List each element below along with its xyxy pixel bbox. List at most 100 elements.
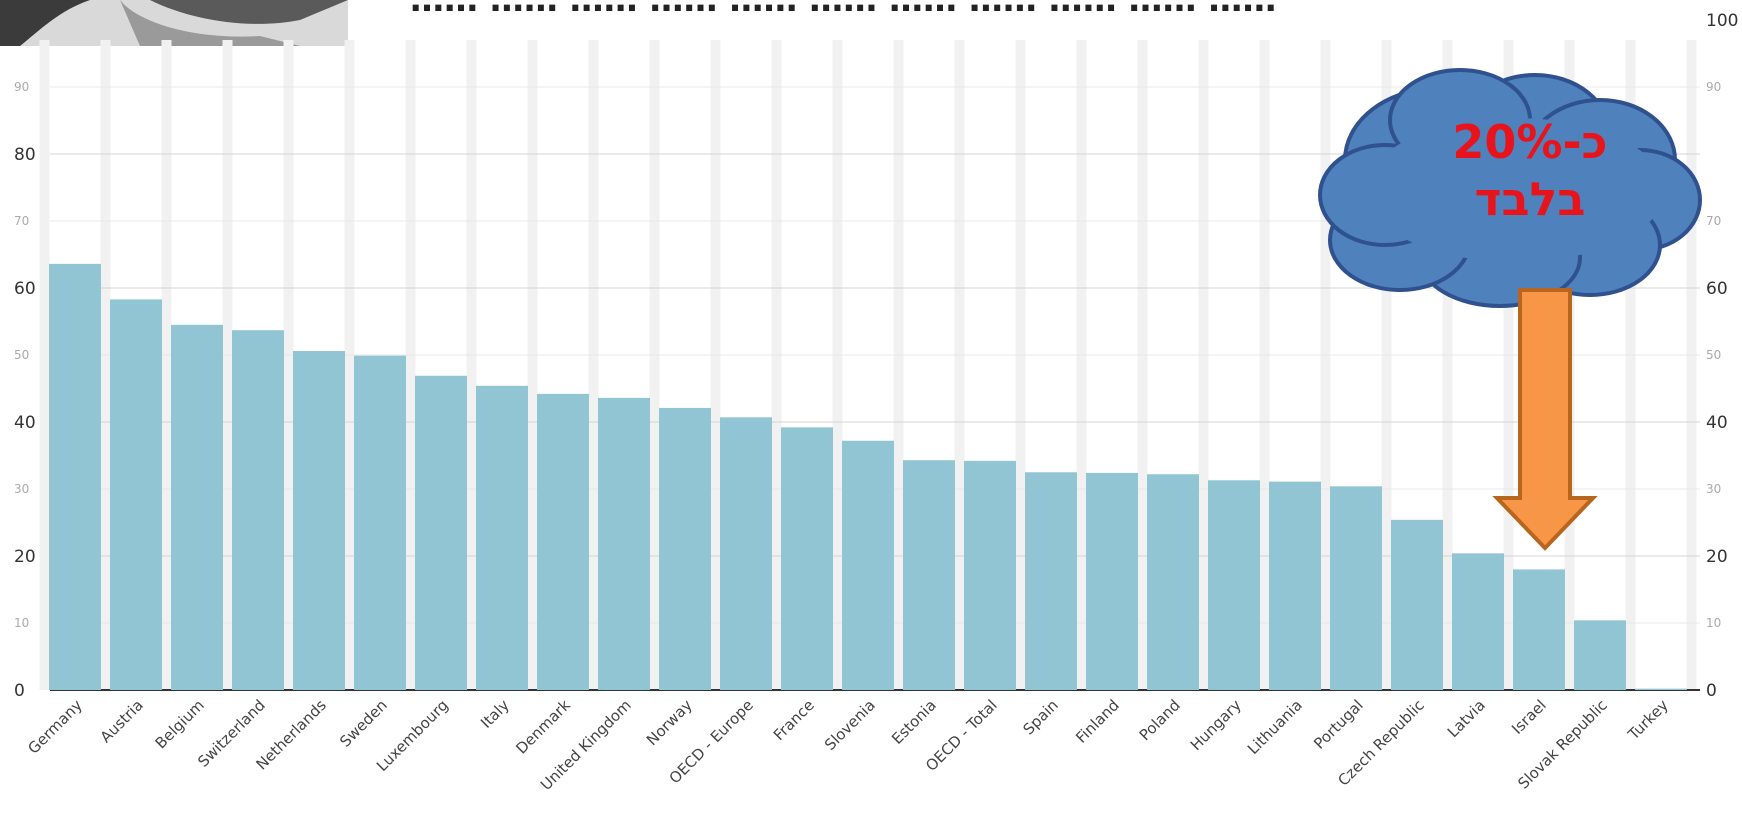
x-tick-label: Spain: [1019, 696, 1061, 738]
y-tick-label-left: 20: [14, 547, 36, 567]
column-band: [954, 40, 965, 690]
bar-oecd-total: [964, 460, 1016, 690]
bar-hungary: [1208, 480, 1260, 690]
bar-luxembourg: [415, 375, 467, 690]
y-tick-label-right: 100: [1706, 11, 1738, 31]
callout-text-line1: כ-20%: [1452, 115, 1607, 169]
column-band: [527, 40, 538, 690]
x-axis-labels: Germany Austria BelgiumSwitzerlandNetherla…: [24, 696, 1672, 794]
column-band: [405, 40, 416, 690]
bar-turkey: [1635, 688, 1687, 690]
x-tick-label: Slovenia: [821, 696, 879, 754]
x-tick-label: Latvia: [1444, 696, 1489, 741]
bar-lithuania: [1269, 481, 1321, 690]
bar-netherlands: [293, 350, 345, 690]
y-tick-label-right: 0: [1706, 681, 1717, 701]
y-tick-label-right: 30: [1706, 482, 1721, 496]
x-tick-label: Austria: [97, 696, 147, 746]
bar-spain: [1025, 472, 1077, 690]
annotation-layer: כ-20%בלבד: [1318, 68, 1702, 551]
bar-switzerland: [232, 330, 284, 690]
bar-finland: [1086, 472, 1138, 690]
column-band: [1259, 40, 1270, 690]
x-tick-label: Belgium: [152, 696, 208, 752]
bar-sweden: [354, 355, 406, 690]
y-tick-label-right: 50: [1706, 348, 1721, 362]
x-tick-label: Israel: [1508, 696, 1550, 738]
x-tick-label: Hungary: [1187, 696, 1245, 754]
chart-title-fragment: …… …… …… …… …… …… …… …… …… …… ……: [410, 0, 1277, 20]
column-band: [1686, 40, 1697, 690]
column-band: [39, 40, 50, 690]
bar-israel: [1513, 569, 1565, 690]
column-band: [1137, 40, 1148, 690]
y-tick-label-right: 70: [1706, 214, 1721, 228]
x-tick-label: Portugal: [1310, 696, 1367, 753]
bar-czech-republic: [1391, 519, 1443, 690]
y-tick-label-left: 60: [14, 279, 36, 299]
column-band: [1320, 40, 1331, 690]
y-tick-label-right: 10: [1706, 616, 1721, 630]
x-tick-label: Norway: [643, 696, 696, 749]
column-band: [222, 40, 233, 690]
column-band: [1198, 40, 1209, 690]
x-tick-label: Estonia: [888, 696, 940, 748]
column-band: [893, 40, 904, 690]
y-tick-label-left: 80: [14, 145, 36, 165]
column-bands: [39, 40, 1697, 690]
y-tick-label-left: 30: [14, 482, 29, 496]
column-band: [1381, 40, 1392, 690]
column-band: [466, 40, 477, 690]
photo-portrait: [0, 0, 348, 46]
down-arrow-icon: [1492, 288, 1598, 551]
column-band: [344, 40, 355, 690]
bar-belgium: [171, 324, 223, 690]
y-tick-label-left: 70: [14, 214, 29, 228]
x-tick-label: Italy: [477, 696, 513, 732]
column-band: [588, 40, 599, 690]
column-band: [1503, 40, 1514, 690]
bar-denmark: [537, 393, 589, 690]
column-band: [710, 40, 721, 690]
column-band: [1625, 40, 1636, 690]
x-tick-label: France: [770, 696, 818, 744]
y-tick-label-left: 10: [14, 616, 29, 630]
bar-france: [781, 427, 833, 690]
bar-poland: [1147, 474, 1199, 690]
photo-thumbnail: [0, 0, 348, 46]
column-band: [1015, 40, 1026, 690]
x-tick-label: Finland: [1072, 696, 1123, 747]
bar-united-kingdom: [598, 397, 650, 690]
bar-italy: [476, 385, 528, 690]
bar-estonia: [903, 460, 955, 690]
y-tick-label-left: 0: [14, 681, 25, 701]
x-tick-label: Lithuania: [1244, 696, 1306, 758]
bar-norway: [659, 407, 711, 690]
bar-latvia: [1452, 553, 1504, 690]
column-band: [771, 40, 782, 690]
y-tick-label-left: 90: [14, 80, 29, 94]
y-tick-label-left: 50: [14, 348, 29, 362]
bar-portugal: [1330, 486, 1382, 690]
x-tick-label: Germany: [24, 696, 86, 758]
bar-slovak-republic: [1574, 620, 1626, 690]
column-band: [832, 40, 843, 690]
column-band: [161, 40, 172, 690]
y-tick-label-right: 90: [1706, 80, 1721, 94]
column-band: [1076, 40, 1087, 690]
bar-germany: [49, 263, 101, 690]
y-tick-label-right: 60: [1706, 279, 1728, 299]
y-tick-label-right: 20: [1706, 547, 1728, 567]
column-band: [1442, 40, 1453, 690]
cloud-callout: כ-20%בלבד: [1318, 68, 1702, 308]
x-tick-label: Denmark: [512, 696, 574, 758]
column-band: [283, 40, 294, 690]
bar-austria: [110, 299, 162, 690]
y-tick-label-left: 40: [14, 413, 36, 433]
y-axis-labels: 0 20 40 60 80 10 30 50 70 90 0 10 20 30 40 50 60 70 90 100: [14, 11, 1738, 701]
y-tick-label-right: 40: [1706, 413, 1728, 433]
cloud-core: [1365, 118, 1665, 262]
x-tick-label: Poland: [1136, 696, 1184, 744]
bar-slovenia: [842, 440, 894, 690]
